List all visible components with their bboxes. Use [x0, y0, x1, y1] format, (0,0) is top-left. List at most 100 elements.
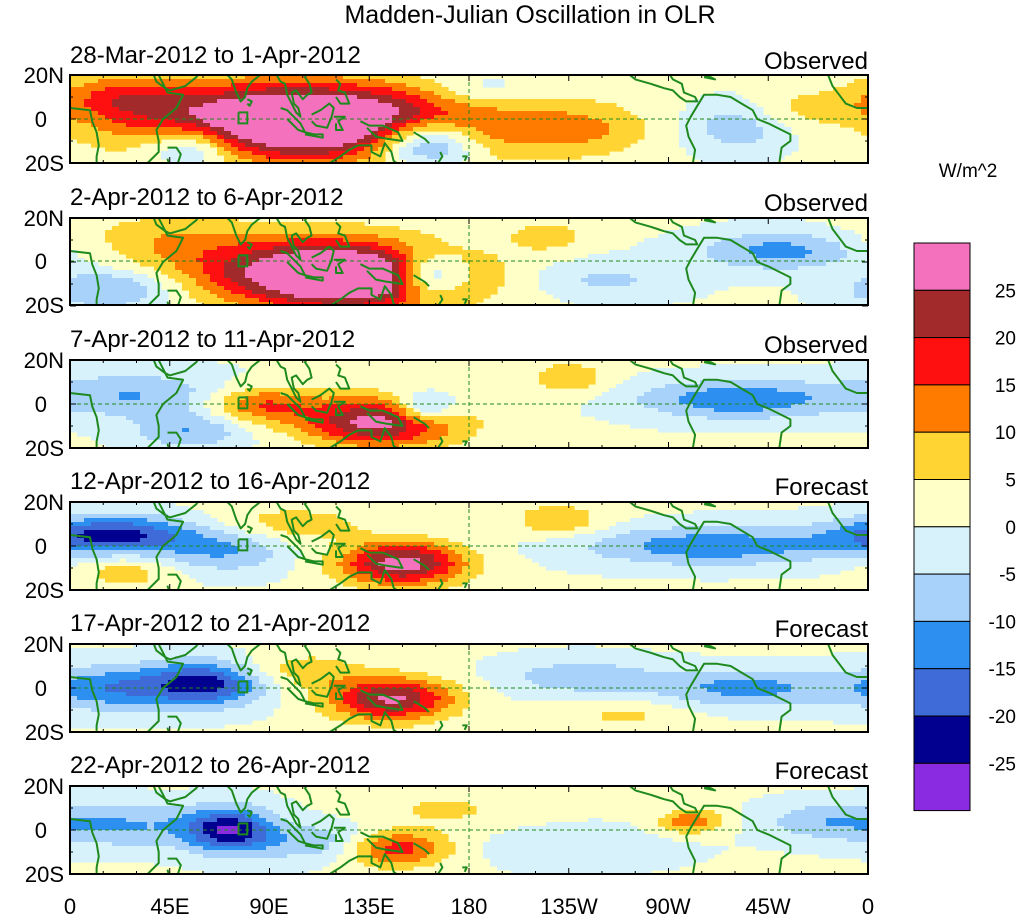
olr-anomaly-cell [140, 392, 148, 397]
olr-anomaly-cell [238, 95, 246, 100]
olr-anomaly-cell [651, 298, 659, 303]
olr-anomaly-cell [728, 270, 736, 275]
olr-anomaly-cell [357, 298, 365, 303]
olr-anomaly-cell [623, 380, 631, 385]
olr-anomaly-cell [182, 131, 190, 136]
olr-anomaly-cell [329, 151, 337, 156]
olr-anomaly-cell [308, 420, 316, 425]
olr-anomaly-cell [105, 91, 113, 96]
olr-anomaly-cell [294, 416, 302, 421]
olr-anomaly-cell [427, 83, 435, 88]
olr-anomaly-cell [245, 250, 253, 255]
olr-anomaly-cell [266, 420, 274, 425]
olr-anomaly-cell [245, 75, 253, 80]
olr-anomaly-cell [434, 238, 442, 243]
olr-anomaly-cell [189, 290, 197, 295]
olr-anomaly-cell [133, 222, 141, 227]
olr-anomaly-cell [287, 420, 295, 425]
olr-anomaly-cell [308, 396, 316, 401]
olr-anomaly-cell [126, 392, 134, 397]
olr-anomaly-cell [714, 159, 722, 163]
olr-anomaly-cell [609, 143, 617, 148]
olr-anomaly-cell [840, 364, 848, 369]
olr-anomaly-cell [196, 238, 204, 243]
olr-anomaly-cell [329, 230, 337, 235]
olr-anomaly-cell [154, 103, 162, 108]
olr-anomaly-cell [798, 412, 806, 417]
olr-anomaly-cell [406, 75, 414, 80]
olr-anomaly-cell [399, 119, 407, 124]
olr-anomaly-cell [91, 372, 99, 377]
olr-anomaly-cell [119, 388, 127, 393]
olr-anomaly-cell [756, 416, 764, 421]
olr-anomaly-cell [119, 302, 127, 305]
olr-anomaly-cell [476, 115, 484, 120]
olr-anomaly-cell [161, 380, 169, 385]
olr-anomaly-cell [574, 380, 582, 385]
olr-anomaly-cell [210, 79, 218, 84]
olr-anomaly-cell [658, 262, 666, 267]
olr-anomaly-cell [182, 376, 190, 381]
olr-anomaly-cell [70, 404, 78, 409]
olr-anomaly-cell [630, 282, 638, 287]
olr-anomaly-cell [98, 392, 106, 397]
olr-anomaly-cell [406, 266, 414, 271]
olr-anomaly-cell [511, 135, 519, 140]
olr-anomaly-cell [714, 412, 722, 417]
olr-anomaly-cell [168, 155, 176, 160]
olr-anomaly-cell [266, 396, 274, 401]
olr-anomaly-cell [413, 404, 421, 409]
olr-anomaly-cell [616, 282, 624, 287]
olr-anomaly-cell [833, 416, 841, 421]
olr-anomaly-cell [539, 127, 547, 132]
olr-anomaly-cell [343, 408, 351, 413]
olr-anomaly-cell [735, 388, 743, 393]
olr-anomaly-cell [294, 139, 302, 144]
olr-anomaly-cell [203, 258, 211, 263]
olr-anomaly-cell [154, 111, 162, 116]
olr-anomaly-cell [280, 159, 288, 163]
olr-anomaly-cell [490, 290, 498, 295]
olr-anomaly-cell [791, 290, 799, 295]
olr-anomaly-cell [392, 258, 400, 263]
olr-anomaly-cell [567, 238, 575, 243]
olr-anomaly-cell [413, 79, 421, 84]
olr-anomaly-cell [777, 372, 785, 377]
olr-anomaly-cell [791, 218, 799, 223]
olr-anomaly-cell [245, 258, 253, 263]
olr-anomaly-cell [133, 416, 141, 421]
olr-anomaly-cell [161, 270, 169, 275]
olr-anomaly-cell [413, 107, 421, 112]
olr-anomaly-cell [350, 404, 358, 409]
olr-anomaly-cell [630, 274, 638, 279]
olr-anomaly-cell [371, 135, 379, 140]
olr-anomaly-cell [252, 400, 260, 405]
olr-anomaly-cell [714, 234, 722, 239]
olr-anomaly-cell [637, 302, 645, 305]
olr-anomaly-cell [350, 226, 358, 231]
olr-anomaly-cell [210, 127, 218, 132]
olr-anomaly-cell [770, 270, 778, 275]
olr-anomaly-cell [434, 294, 442, 299]
olr-anomaly-cell [84, 135, 92, 140]
olr-anomaly-cell [581, 111, 589, 116]
olr-anomaly-cell [308, 155, 316, 160]
olr-anomaly-cell [714, 282, 722, 287]
olr-anomaly-cell [315, 290, 323, 295]
olr-anomaly-cell [679, 298, 687, 303]
olr-anomaly-cell [140, 218, 148, 223]
olr-anomaly-cell [637, 372, 645, 377]
olr-anomaly-cell [224, 274, 232, 279]
olr-anomaly-cell [819, 111, 827, 116]
olr-anomaly-cell [245, 87, 253, 92]
olr-anomaly-cell [490, 107, 498, 112]
olr-anomaly-cell [203, 388, 211, 393]
olr-anomaly-cell [301, 127, 309, 132]
olr-anomaly-cell [364, 290, 372, 295]
olr-anomaly-cell [196, 254, 204, 259]
olr-anomaly-cell [119, 298, 127, 303]
olr-anomaly-cell [511, 155, 519, 160]
olr-anomaly-cell [847, 258, 855, 263]
olr-anomaly-cell [385, 274, 393, 279]
olr-anomaly-cell [133, 111, 141, 116]
